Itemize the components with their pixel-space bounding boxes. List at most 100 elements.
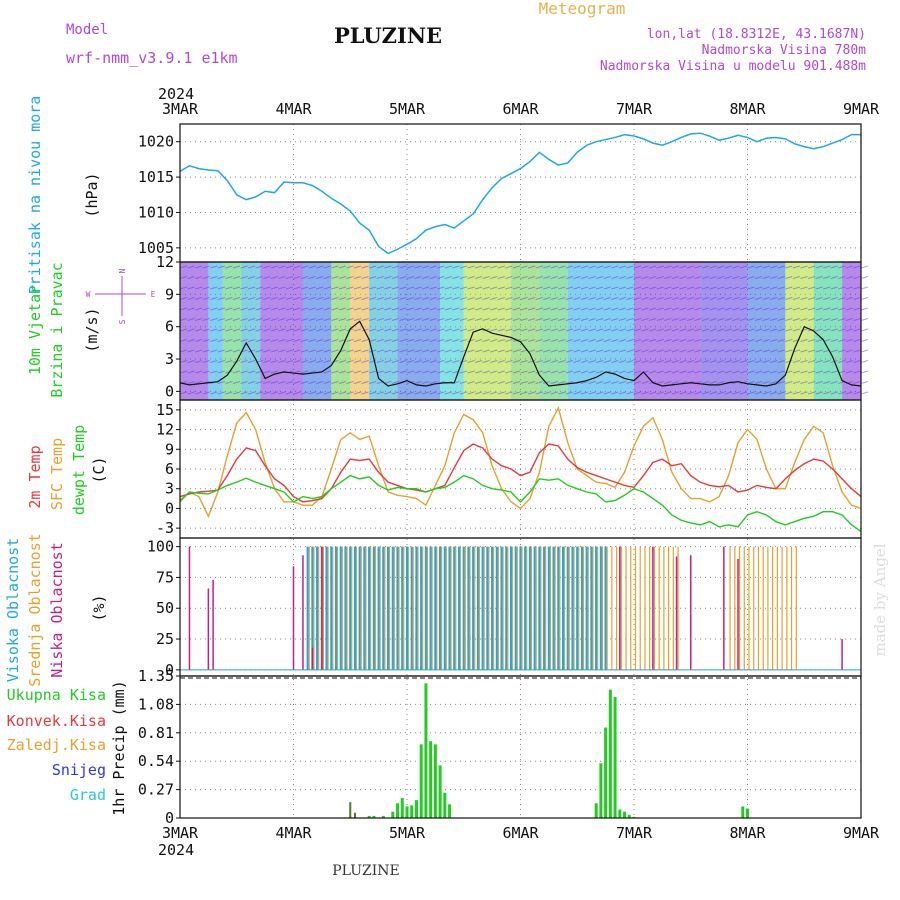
wind-arrow xyxy=(293,297,301,300)
wind-arrow xyxy=(770,328,778,332)
precip-bar xyxy=(391,811,395,818)
y-tick-label: 3 xyxy=(165,480,174,498)
wind-arrow xyxy=(739,360,748,363)
wind-arrow xyxy=(255,286,263,290)
wind-arrow xyxy=(724,370,732,374)
wind-arrow xyxy=(686,339,695,342)
wind-arrow xyxy=(679,381,687,384)
wind-arrow xyxy=(626,381,634,384)
wind-arrow xyxy=(656,286,664,290)
wind-arrow xyxy=(474,265,483,269)
wind-arrow xyxy=(338,370,347,374)
wind-arrow xyxy=(210,360,218,363)
wind-arrow xyxy=(399,265,407,269)
wind-arrow xyxy=(626,307,634,311)
wind-arrow xyxy=(611,276,619,279)
wind-arrow xyxy=(739,307,748,311)
wind-arrow xyxy=(384,391,392,395)
wind-arrow xyxy=(217,339,225,342)
wind-arrow xyxy=(202,318,210,321)
wind-arrow xyxy=(338,276,347,279)
wind-arrow xyxy=(807,318,816,321)
wind-arrow xyxy=(399,328,407,332)
wind-band xyxy=(222,262,242,400)
wind-arrow xyxy=(664,307,672,311)
wind-arrow xyxy=(490,318,498,321)
wind-arrow xyxy=(770,360,778,363)
wind-arrow xyxy=(853,318,861,321)
wind-arrow xyxy=(860,370,869,374)
wind-arrow xyxy=(770,307,778,311)
lonlat-text: lon,lat (18.8312E, 43.1687N) xyxy=(647,27,866,42)
wind-arrow xyxy=(346,349,354,353)
wind-arrow xyxy=(338,297,347,300)
wind-arrow xyxy=(270,307,278,311)
wind-arrow xyxy=(202,349,210,353)
wind-arrow xyxy=(232,370,241,374)
wind-arrow xyxy=(527,391,536,395)
wind-arrow xyxy=(694,370,702,374)
wind-arrow xyxy=(543,265,551,269)
wind-arrow xyxy=(845,328,854,332)
wind-arrow xyxy=(701,339,710,342)
wind-arrow xyxy=(512,381,521,384)
pressure-line xyxy=(179,132,861,255)
wind-arrow xyxy=(550,339,558,342)
bottom-date-labels: 3MAR 4MAR 5MAR 6MAR 7MAR 8MAR 9MAR xyxy=(162,824,880,842)
wind-arrow xyxy=(520,381,528,384)
y-tick-label: 9 xyxy=(165,440,174,458)
precip-bar xyxy=(613,697,617,818)
wind-arrow xyxy=(626,276,634,279)
wind-arrow xyxy=(210,286,218,290)
wind-arrow xyxy=(739,349,748,353)
wind-arrow xyxy=(346,276,354,279)
wind-arrow xyxy=(648,328,657,332)
wind-arrow xyxy=(399,360,407,363)
wind-arrow xyxy=(603,265,611,269)
wind-arrow xyxy=(739,318,748,321)
wind-arrow xyxy=(838,391,846,395)
wind-arrow xyxy=(603,349,611,353)
wind-arrow xyxy=(232,391,241,395)
wind-arrow xyxy=(845,307,854,311)
wind-arrow xyxy=(505,328,513,332)
panel-grids xyxy=(180,124,861,819)
wind-arrow xyxy=(331,370,339,374)
wind-arrow xyxy=(815,328,823,332)
wind-arrow xyxy=(664,349,672,353)
wind-arrow xyxy=(270,318,278,321)
wind-arrow xyxy=(709,391,717,395)
wind-arrow xyxy=(225,307,233,311)
wind-arrow xyxy=(444,297,452,300)
wind-arrow xyxy=(452,349,460,353)
wind-arrow xyxy=(391,328,400,332)
wind-arrow xyxy=(550,318,558,321)
wind-arrow xyxy=(459,339,468,342)
wind-arrow xyxy=(452,265,460,269)
wind-arrow xyxy=(656,328,664,332)
precip-bar xyxy=(741,806,745,818)
wind-arrow xyxy=(732,265,740,269)
wind-arrow xyxy=(641,265,649,269)
wind-arrow xyxy=(717,307,725,311)
wind-arrow xyxy=(293,339,301,342)
wind-arrow xyxy=(656,360,664,363)
wind-arrow xyxy=(588,349,596,353)
wind-arrow xyxy=(278,339,286,342)
wind-arrow xyxy=(717,318,725,321)
wind-arrow xyxy=(747,297,755,300)
wind-arrow xyxy=(815,381,823,384)
wind-arrow xyxy=(777,391,785,395)
precip-bar xyxy=(594,803,598,818)
precip-bar xyxy=(419,744,423,818)
wind-arrow xyxy=(179,339,188,342)
wind-arrow xyxy=(497,381,505,384)
wind-arrow xyxy=(369,360,377,363)
wind-arrow xyxy=(739,286,748,290)
wind-arrow xyxy=(792,318,801,321)
wind-arrow xyxy=(580,339,589,342)
wind-arrow xyxy=(459,360,468,363)
wind-arrow xyxy=(353,297,362,300)
wind-arrow xyxy=(210,370,218,374)
bottom-date-label: 9MAR xyxy=(843,824,880,842)
